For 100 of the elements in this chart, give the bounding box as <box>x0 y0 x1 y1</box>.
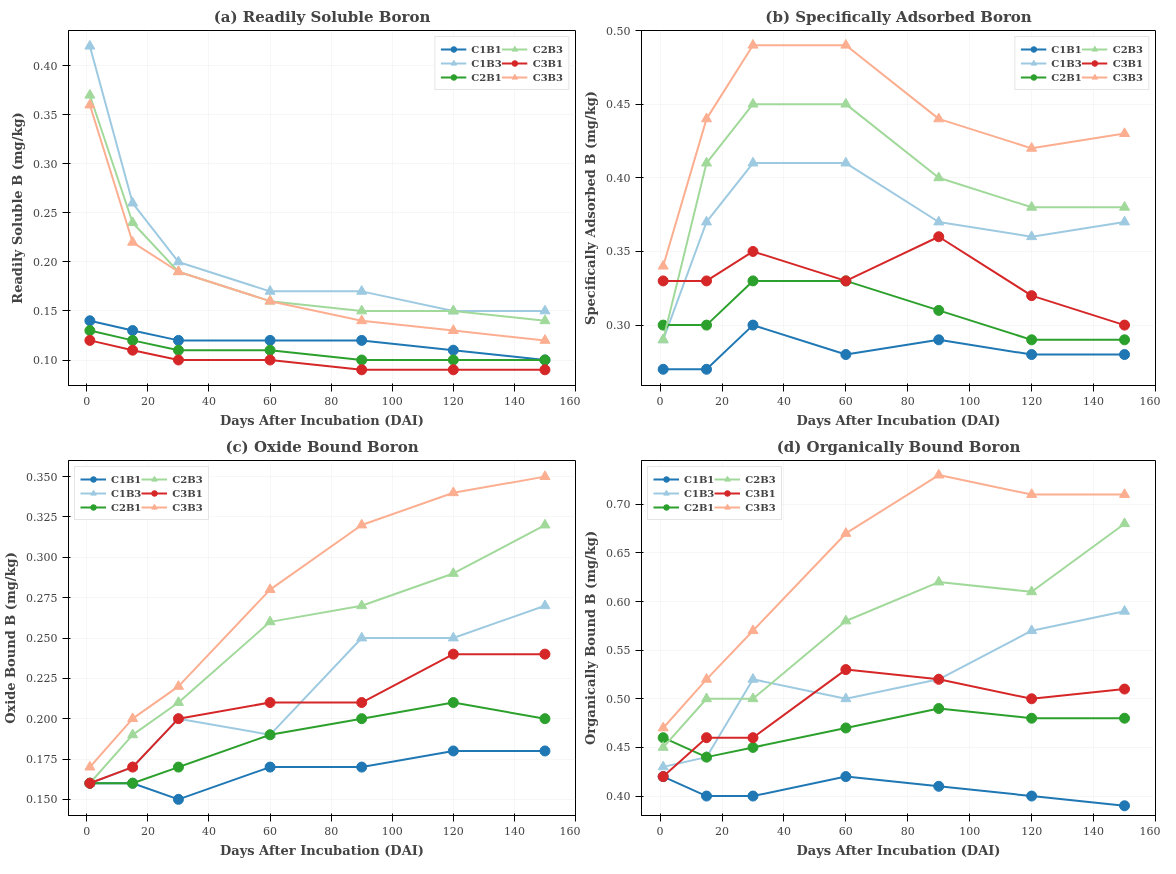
x-tick-label: 80 <box>324 824 339 838</box>
x-tick-label: 0 <box>656 394 664 408</box>
x-tick-label: 20 <box>715 394 730 408</box>
x-tick-label: 140 <box>1083 394 1105 408</box>
y-axis-title: Oxide Bound B (mg/kg) <box>3 552 19 724</box>
x-tick-label: 60 <box>838 824 853 838</box>
legend-label: C3B1 <box>172 487 203 499</box>
x-tick-label: 40 <box>776 824 791 838</box>
x-tick-label: 80 <box>324 394 339 408</box>
y-tick-label: 0.10 <box>33 354 58 367</box>
x-tick-label: 20 <box>715 824 730 838</box>
y-tick-label: 0.60 <box>606 595 631 609</box>
y-tick-label: 0.40 <box>606 790 631 804</box>
y-axis-title: Specifically Adsorbed B (mg/kg) <box>583 91 599 325</box>
x-tick-label: 20 <box>140 824 155 838</box>
x-tick-label: 100 <box>959 394 981 408</box>
y-tick-label: 0.35 <box>606 245 631 259</box>
x-tick-label: 160 <box>559 824 581 838</box>
y-tick-label: 0.325 <box>26 510 58 524</box>
x-tick-label: 40 <box>202 394 216 408</box>
x-tick-label: 40 <box>776 394 791 408</box>
legend-label: C2B1 <box>1051 71 1082 83</box>
x-tick-label: 60 <box>263 394 278 408</box>
x-tick-label: 120 <box>442 824 464 838</box>
x-tick-label: 160 <box>1139 824 1161 838</box>
y-axis-title: Readily Soluble B (mg/kg) <box>10 112 26 304</box>
legend-label: C1B3 <box>111 487 142 499</box>
y-tick-label: 0.250 <box>26 632 58 645</box>
x-tick-label: 100 <box>381 824 403 838</box>
legend-label: C1B3 <box>1051 57 1082 69</box>
x-tick-label: 100 <box>959 824 981 838</box>
x-tick-label: 140 <box>503 394 525 408</box>
y-tick-label: 0.70 <box>606 498 631 512</box>
y-tick-label: 0.350 <box>26 470 58 484</box>
x-tick-label: 80 <box>900 824 915 838</box>
x-tick-label: 0 <box>83 394 91 408</box>
chart-title: (c) Oxide Bound Boron <box>225 437 419 456</box>
legend-label: C2B3 <box>172 473 203 485</box>
legend-label: C2B3 <box>745 473 776 485</box>
x-tick-label: 120 <box>442 394 464 408</box>
y-tick-label: 0.300 <box>26 551 58 565</box>
x-tick-label: 0 <box>83 824 91 838</box>
y-tick-label: 0.225 <box>26 672 58 686</box>
legend-label: C3B1 <box>1112 57 1143 69</box>
x-tick-label: 60 <box>838 394 853 408</box>
y-tick-label: 0.35 <box>33 108 58 122</box>
legend-label: C1B1 <box>471 43 502 55</box>
chart-title: (b) Specifically Adsorbed Boron <box>765 7 1032 26</box>
x-axis-title: Days After Incubation (DAI) <box>220 842 424 858</box>
legend-label: C1B1 <box>111 473 142 485</box>
y-tick-label: 0.30 <box>606 319 631 333</box>
legend-label: C2B1 <box>471 71 502 83</box>
legend-label: C3B3 <box>172 501 203 513</box>
y-axis-title: Organically Bound B (mg/kg) <box>583 530 599 746</box>
y-tick-label: 0.150 <box>26 793 58 807</box>
legend-label: C1B3 <box>471 57 502 69</box>
x-tick-label: 40 <box>202 824 216 838</box>
x-tick-label: 120 <box>1021 824 1043 838</box>
x-tick-label: 20 <box>140 394 155 408</box>
legend-label: C3B1 <box>745 487 776 499</box>
legend-label: C3B3 <box>745 501 776 513</box>
legend-label: C2B3 <box>532 43 563 55</box>
legend-label: C1B1 <box>684 473 715 485</box>
chart-title: (d) Organically Bound Boron <box>776 437 1021 456</box>
x-tick-label: 0 <box>656 824 664 838</box>
y-tick-label: 0.55 <box>606 644 631 658</box>
x-tick-label: 100 <box>381 394 403 408</box>
x-tick-label: 60 <box>263 824 278 838</box>
x-tick-label: 160 <box>559 394 581 408</box>
x-axis-title: Days After Incubation (DAI) <box>220 412 424 428</box>
chart-title: (a) Readily Soluble Boron <box>213 7 431 26</box>
legend-label: C2B1 <box>111 501 142 513</box>
legend-label: C2B1 <box>684 501 715 513</box>
x-tick-label: 140 <box>1083 824 1105 838</box>
legend-label: C3B3 <box>532 71 563 83</box>
y-tick-label: 0.50 <box>606 692 631 706</box>
legend-label: C1B1 <box>1051 43 1082 55</box>
y-tick-label: 0.40 <box>33 59 58 73</box>
y-tick-label: 0.65 <box>606 546 631 560</box>
y-tick-label: 0.200 <box>26 712 58 726</box>
y-tick-label: 0.15 <box>33 304 58 318</box>
y-tick-label: 0.30 <box>33 157 58 171</box>
legend-label: C1B3 <box>684 487 715 499</box>
legend-label: C2B3 <box>1112 43 1143 55</box>
x-axis-title: Days After Incubation (DAI) <box>796 842 1001 858</box>
y-tick-label: 0.40 <box>606 171 631 185</box>
y-tick-label: 0.25 <box>33 206 58 220</box>
legend-label: C3B1 <box>532 57 563 69</box>
y-tick-label: 0.45 <box>606 741 631 755</box>
y-tick-label: 0.50 <box>606 24 631 38</box>
x-tick-label: 120 <box>1021 394 1043 408</box>
x-axis-title: Days After Incubation (DAI) <box>796 412 1001 428</box>
y-tick-label: 0.175 <box>26 753 58 767</box>
x-tick-label: 80 <box>900 394 915 408</box>
y-tick-label: 0.20 <box>33 255 58 269</box>
legend-label: C3B3 <box>1112 71 1143 83</box>
x-tick-label: 160 <box>1139 394 1161 408</box>
y-tick-label: 0.275 <box>26 591 58 605</box>
x-tick-label: 140 <box>503 824 525 838</box>
y-tick-label: 0.45 <box>606 98 631 112</box>
